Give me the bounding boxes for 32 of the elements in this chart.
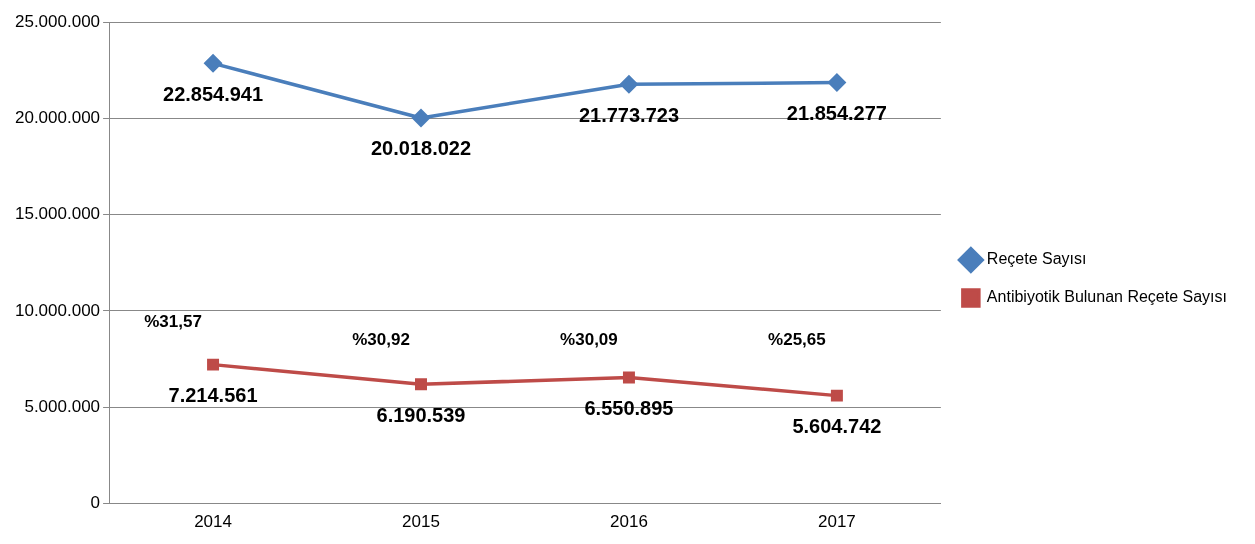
y-tick-label: 0 [90, 493, 101, 513]
point [622, 371, 635, 384]
annotation: %25,65 [768, 329, 826, 349]
annotation: %31,57 [144, 311, 202, 331]
point [412, 109, 430, 127]
data-label: 21.854.277 [786, 102, 887, 125]
data-label: 6.190.539 [376, 403, 466, 426]
data-label: 21.773.723 [578, 103, 679, 126]
annotation: %30,92 [352, 329, 410, 349]
annotation: %30,09 [560, 329, 618, 349]
data-label: 20.018.022 [370, 137, 472, 160]
y-tick-label: 25.000.000 [14, 11, 101, 31]
point [207, 358, 220, 371]
point [204, 54, 222, 73]
data-label: 7.214.561 [168, 384, 258, 407]
point [620, 75, 638, 93]
data-label: 22.854.941 [163, 82, 264, 105]
y-tick-label: 20.000.000 [14, 108, 101, 128]
point [415, 378, 427, 391]
x-tick-label: 2014 [194, 512, 232, 532]
legend-label: Antibiyotik Bulunan Reçete Sayısı [986, 288, 1228, 306]
y-tick-label: 10.000.000 [14, 300, 101, 320]
legend-label: Reçete Sayısı [986, 250, 1087, 268]
data-label: 6.550.895 [584, 396, 674, 419]
y-tick-label: 5.000.000 [24, 396, 101, 416]
data-label: 5.604.742 [792, 415, 882, 438]
point [828, 73, 846, 92]
y-tick-label: 15.000.000 [14, 204, 101, 224]
x-tick-label: 2017 [817, 512, 856, 532]
x-tick-label: 2015 [402, 512, 440, 532]
point [830, 389, 843, 402]
x-tick-label: 2016 [610, 512, 648, 532]
